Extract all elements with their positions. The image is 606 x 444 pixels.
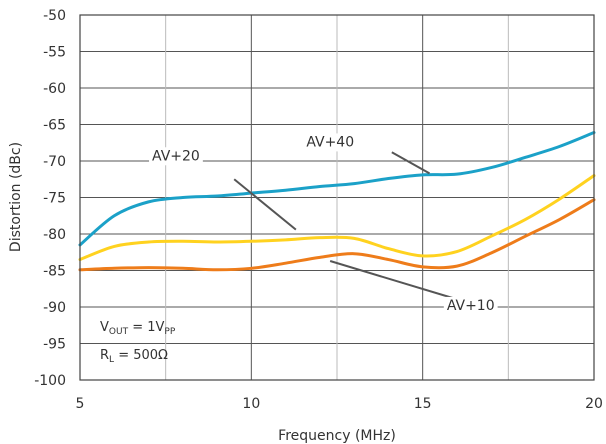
x-axis-label: Frequency (MHz) (278, 428, 396, 444)
vout-note: VOUT = 1VPP (100, 320, 176, 337)
y-tick-label: -95 (43, 337, 66, 353)
callout-label-bg (443, 296, 498, 315)
callout-leader (233, 178, 297, 231)
rl-note: RL = 500Ω (100, 348, 168, 365)
series-line-av-plus-40 (78, 131, 596, 247)
callout-leader (391, 151, 431, 175)
y-tick-label: -100 (34, 373, 66, 389)
y-tick-label: -50 (43, 8, 66, 24)
callout-label-bg (303, 133, 358, 152)
y-tick-label: -85 (43, 264, 66, 280)
y-tick-label: -65 (43, 118, 66, 134)
y-tick-label: -90 (43, 300, 66, 316)
callout-leader (329, 260, 454, 300)
y-tick-labels: -100 -95 -90 -85 -80 -75 -70 -65 -60 -55 -50 (34, 8, 66, 389)
y-axis-label: Distortion (dBc) (8, 142, 24, 252)
x-tick-label: 10 (242, 396, 260, 412)
callout-label-bg (149, 147, 203, 166)
x-tick-label: 20 (585, 396, 603, 412)
conditions-note: VOUT = 1VPP RL = 500Ω (100, 320, 176, 365)
y-tick-label: -55 (43, 45, 66, 61)
series-line-av-plus-10 (78, 198, 596, 272)
series-lines (78, 131, 596, 272)
x-tick-label: 5 (76, 396, 85, 412)
y-tick-label: -70 (43, 154, 66, 170)
callout-label: AV+20 (152, 148, 200, 164)
callouts: AV+40 AV+20 AV+10 (149, 133, 498, 315)
plot-frame (79, 14, 595, 381)
callout-label: AV+40 (306, 134, 354, 150)
series-line-av-plus-20 (78, 174, 596, 262)
x-tick-labels: 5 10 15 20 (76, 396, 603, 412)
x-tick-label: 15 (414, 396, 432, 412)
y-tick-label: -60 (43, 81, 66, 97)
y-tick-label: -75 (43, 191, 66, 207)
y-tick-label: -80 (43, 227, 66, 243)
callout-label: AV+10 (447, 298, 495, 314)
